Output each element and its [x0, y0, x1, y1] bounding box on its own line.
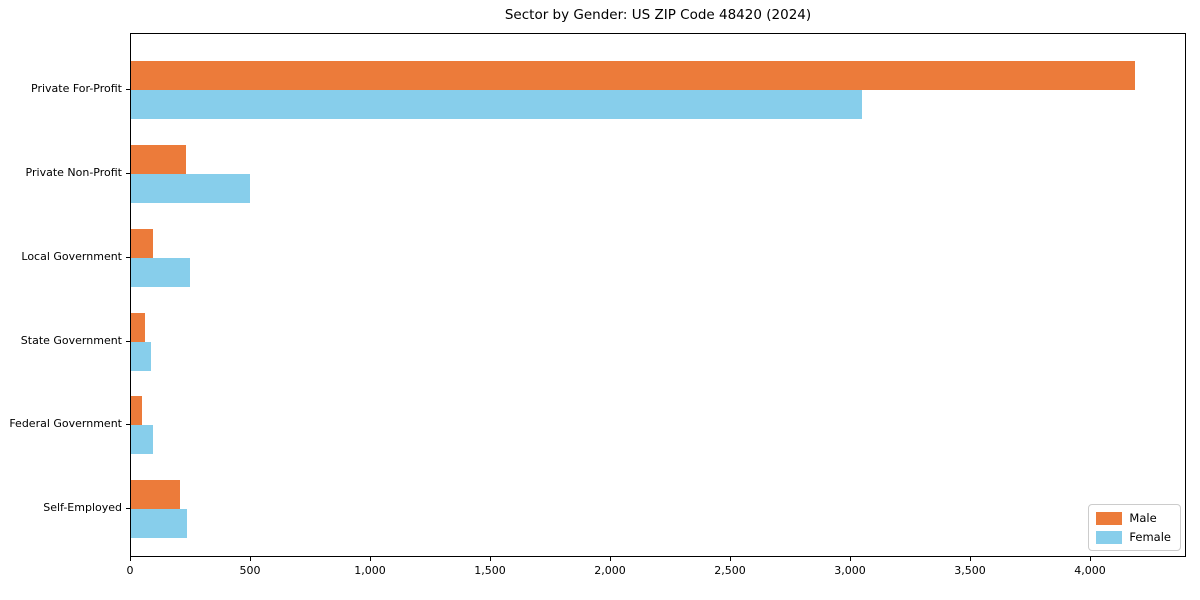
bar-female-state-government: [131, 341, 152, 371]
y-tick-mark: [126, 424, 130, 426]
x-axis-label-4-000: 4,000: [1074, 564, 1106, 577]
y-tick-mark: [126, 256, 130, 258]
bar-female-self-employed: [131, 509, 188, 539]
x-axis-label-3-500: 3,500: [954, 564, 986, 577]
legend-swatch-male: [1096, 511, 1123, 525]
legend-label-female: Female: [1129, 530, 1171, 544]
legend: Male Female: [1088, 504, 1181, 551]
x-tick-mark: [370, 557, 371, 561]
legend-item-female: Female: [1096, 530, 1171, 544]
y-axis-label-private-non-profit: Private Non-Profit: [25, 165, 122, 179]
y-axis-label-self-employed: Self-Employed: [43, 501, 122, 515]
x-axis-label-0: 0: [126, 564, 134, 577]
bar-female-local-government: [131, 257, 190, 287]
x-tick-mark: [250, 557, 251, 561]
x-tick-mark: [610, 557, 611, 561]
x-tick-mark: [730, 557, 731, 561]
y-tick-mark: [126, 89, 130, 91]
x-axis-label-3-000: 3,000: [834, 564, 866, 577]
x-tick-mark: [1090, 557, 1091, 561]
legend-item-male: Male: [1096, 511, 1171, 525]
x-tick-mark: [850, 557, 851, 561]
y-tick-mark: [126, 508, 130, 510]
bar-male-self-employed: [131, 480, 181, 510]
bar-male-private-non-profit: [131, 144, 187, 174]
y-tick-mark: [126, 172, 130, 174]
x-axis-label-2-000: 2,000: [594, 564, 626, 577]
x-tick-mark: [130, 557, 131, 561]
y-tick-mark: [126, 340, 130, 342]
y-axis-label-state-government: State Government: [20, 333, 122, 347]
legend-label-male: Male: [1129, 511, 1157, 525]
x-axis-label-500: 500: [239, 564, 261, 577]
x-axis-label-2-500: 2,500: [714, 564, 746, 577]
bar-female-private-for-profit: [131, 90, 862, 120]
legend-swatch-female: [1096, 530, 1123, 544]
y-axis-label-federal-government: Federal Government: [9, 417, 122, 431]
bar-female-private-non-profit: [131, 173, 250, 203]
x-tick-mark: [970, 557, 971, 561]
x-axis-label-1-500: 1,500: [474, 564, 506, 577]
bar-male-state-government: [131, 312, 146, 342]
chart-title: Sector by Gender: US ZIP Code 48420 (202…: [504, 7, 812, 23]
y-axis-label-private-for-profit: Private For-Profit: [31, 82, 122, 96]
bar-male-private-for-profit: [131, 61, 1136, 91]
bar-male-federal-government: [131, 396, 142, 426]
x-axis-label-1-000: 1,000: [354, 564, 386, 577]
plot-area: Male Female: [130, 33, 1186, 557]
x-tick-mark: [490, 557, 491, 561]
bar-female-federal-government: [131, 425, 153, 455]
y-axis-label-local-government: Local Government: [21, 249, 122, 263]
bar-male-local-government: [131, 228, 153, 258]
